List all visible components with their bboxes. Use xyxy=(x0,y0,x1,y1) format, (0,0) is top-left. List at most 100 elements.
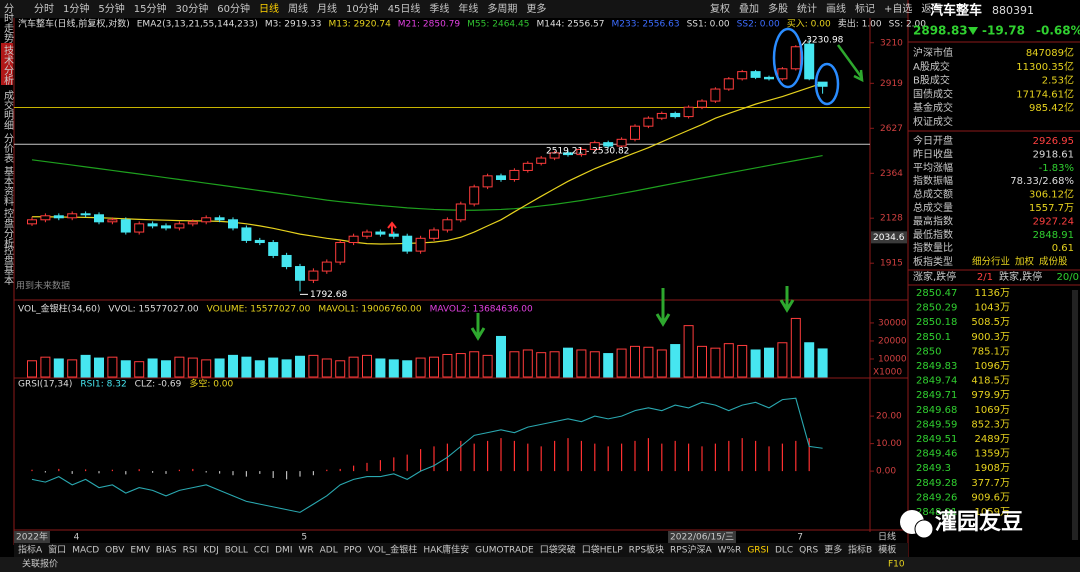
volume-bar xyxy=(415,357,426,378)
board-option[interactable]: 加权 xyxy=(1015,256,1035,268)
indicator-tab[interactable]: CCI xyxy=(254,546,269,556)
period-button[interactable]: 周线 xyxy=(288,2,308,15)
indicator-tab[interactable]: OBV xyxy=(105,546,125,556)
indicator-tab[interactable]: 模板 xyxy=(878,544,896,556)
side-tab[interactable]: 基本资料 xyxy=(2,165,14,207)
candle-body xyxy=(80,213,91,216)
period-button[interactable]: 30分钟 xyxy=(175,2,208,15)
tick-volume: 909.6万 xyxy=(971,492,1010,503)
indicator-tab[interactable]: RPS沪深A xyxy=(670,544,712,556)
period-button[interactable]: 1分钟 xyxy=(63,2,89,15)
board-option[interactable]: 细分行业 xyxy=(972,256,1010,268)
candle-body xyxy=(750,71,761,78)
buy-arrow xyxy=(387,221,397,234)
indicator-tab[interactable]: 更多 xyxy=(824,544,842,556)
side-tab[interactable]: 控盘分析 xyxy=(2,207,14,249)
indicator-tab[interactable]: KDJ xyxy=(203,546,219,556)
tick-price: 2849.3 xyxy=(916,463,951,474)
candle-body xyxy=(228,219,238,229)
tick-price: 2849.68 xyxy=(916,405,957,416)
period-button[interactable]: 月线 xyxy=(317,2,337,15)
tool-button[interactable]: 多股 xyxy=(768,2,788,15)
indicator-header: 卖出: 1.00 xyxy=(838,18,882,30)
tool-button[interactable]: +自选 xyxy=(884,2,912,15)
side-tab[interactable]: 控盘基本 xyxy=(2,244,14,286)
tool-button[interactable]: 叠加 xyxy=(739,3,759,15)
volume-bar xyxy=(107,356,118,378)
candle-body xyxy=(147,223,158,227)
indicator-tab[interactable]: QRS xyxy=(799,546,818,556)
period-button[interactable]: 60分钟 xyxy=(217,2,250,15)
indicator-tab[interactable]: ADL xyxy=(320,546,338,556)
tool-button[interactable]: 返回 xyxy=(921,3,941,15)
volume-bar xyxy=(134,361,145,378)
volume-bar xyxy=(522,349,533,378)
indicator-tab[interactable]: RSI xyxy=(183,546,198,556)
side-tab[interactable]: 成交明细 xyxy=(2,90,14,130)
indicator-tab[interactable]: 指标B xyxy=(848,544,872,556)
tool-button[interactable]: 复权 xyxy=(710,2,730,15)
side-tab[interactable]: 分时走势 xyxy=(2,3,14,44)
cursor-label: 2034.6 xyxy=(873,233,905,243)
volume-header: MAVOL1: 19006760.00 xyxy=(318,305,421,315)
volume-header: MAVOL2: 13684636.00 xyxy=(430,305,533,315)
indicator-tab[interactable]: MACD xyxy=(72,546,99,556)
indicator-tab[interactable]: EMV xyxy=(130,546,150,556)
indicator-tab[interactable]: RPS板块 xyxy=(629,544,664,556)
period-button[interactable]: 日线 xyxy=(259,2,279,15)
indicator-tab[interactable]: DLC xyxy=(775,546,793,556)
period-button[interactable]: 更多 xyxy=(526,2,546,15)
period-button[interactable]: 5分钟 xyxy=(98,2,124,15)
indicator-tab[interactable]: GRSI xyxy=(747,546,769,556)
volume-bar xyxy=(120,360,131,378)
stat-label: 总成交额 xyxy=(913,188,953,201)
period-button[interactable]: 15分钟 xyxy=(134,2,167,15)
peak-label: 3230.98 xyxy=(806,35,843,45)
candle-body xyxy=(94,214,104,223)
tool-button[interactable]: 统计 xyxy=(797,2,817,15)
indicator-tab[interactable]: HAK庸佳安 xyxy=(423,544,469,556)
indicator-tab[interactable]: GUMOTRADE xyxy=(475,546,534,556)
volume-bar xyxy=(80,354,91,378)
unit-label: X1000 xyxy=(873,368,902,378)
indicator-tab[interactable]: 口袋突破 xyxy=(540,544,576,556)
period-button[interactable]: 多周期 xyxy=(487,2,517,15)
candle-body xyxy=(790,46,801,70)
period-button[interactable]: 10分钟 xyxy=(346,2,379,15)
indicator-tab[interactable]: BIAS xyxy=(156,546,177,556)
period-button[interactable]: 季线 xyxy=(429,2,449,15)
period-button[interactable]: 分时 xyxy=(34,3,54,15)
indicator-tab[interactable]: BOLL xyxy=(225,546,248,556)
candle-body xyxy=(522,162,533,171)
volume-header: VVOL: 15577027.00 xyxy=(108,305,199,315)
period-button[interactable]: 45日线 xyxy=(388,2,421,15)
tool-button[interactable]: 标记 xyxy=(855,3,875,15)
board-option[interactable]: 成份股 xyxy=(1039,256,1068,268)
indicator-tab[interactable]: W%R xyxy=(718,546,742,556)
volume-bar xyxy=(589,351,600,378)
candle-body xyxy=(295,266,305,281)
indicator-tab[interactable]: 口袋HELP xyxy=(582,544,623,556)
tick-price: 2850 xyxy=(916,346,941,357)
change-arrow xyxy=(968,27,978,35)
volume-header: VOLUME: 15577027.00 xyxy=(207,305,311,315)
volume-bar xyxy=(723,343,734,378)
indicator-tab[interactable]: VOL_金银柱 xyxy=(368,544,418,556)
period-button[interactable]: 年线 xyxy=(458,2,478,15)
period-label: 日线 xyxy=(878,531,896,543)
indicator-tab[interactable]: 窗口 xyxy=(48,544,66,556)
indicator-tab[interactable]: DMI xyxy=(275,546,292,556)
volume-arrow xyxy=(779,286,795,313)
x-label: 4 xyxy=(74,533,80,543)
indicator-tab[interactable]: WR xyxy=(298,546,313,556)
indicator-tab[interactable]: PPO xyxy=(344,546,362,556)
stat-value: 11300.35亿 xyxy=(1016,60,1074,73)
side-tab[interactable]: 分价表 xyxy=(2,133,14,164)
candle-body xyxy=(120,219,131,233)
candle-body xyxy=(388,233,399,237)
indicator-tab[interactable]: 指标A xyxy=(18,544,43,556)
tool-button[interactable]: 画线 xyxy=(826,2,846,15)
indicator-header: M233: 2556.63 xyxy=(612,20,680,30)
side-tab[interactable]: 技术分析 xyxy=(2,44,14,86)
stat-value: 847089亿 xyxy=(1026,46,1074,59)
